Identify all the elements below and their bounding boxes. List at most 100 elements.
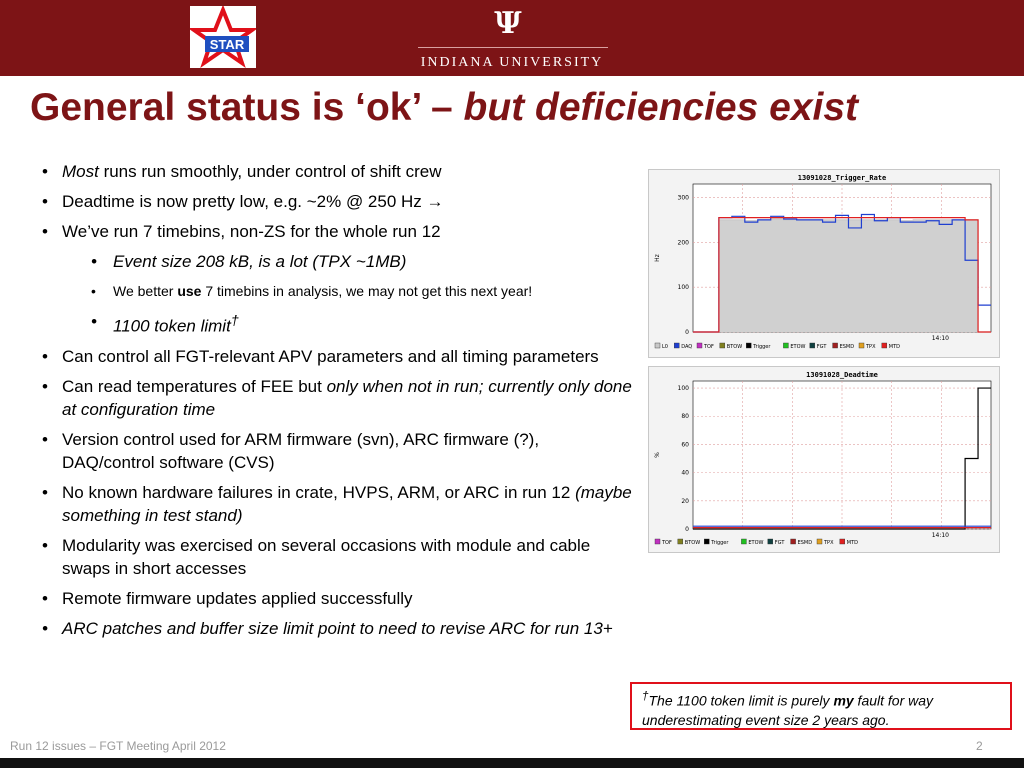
y-tick-label: 80 xyxy=(681,413,689,420)
legend-swatch-btow xyxy=(677,538,683,545)
y-tick-label: 100 xyxy=(678,284,690,291)
bullet-item: Can read temperatures of FEE but only wh… xyxy=(42,375,632,421)
y-tick-label: 100 xyxy=(678,385,690,392)
y-axis-label: Hz xyxy=(654,254,661,262)
legend-swatch-btow xyxy=(719,342,726,349)
slide-title: General status is ‘ok’ – but deficiencie… xyxy=(30,86,1010,130)
university-name: INDIANA UNIVERSITY xyxy=(420,55,604,70)
legend-label-etow: ETOW xyxy=(790,344,805,350)
bullet-2-text: Deadtime is now pretty low, e.g. ~2% @ 2… xyxy=(62,192,444,211)
y-tick-label: 300 xyxy=(678,194,690,201)
bullet-item: Version control used for ARM firmware (s… xyxy=(42,428,632,474)
legend-swatch-fgt xyxy=(767,538,774,545)
title-plain: General status is ‘ok’ – xyxy=(30,86,464,129)
footnote-bold: my xyxy=(833,692,854,709)
bullet-5-plain: Can read temperatures of FEE but xyxy=(62,376,327,396)
bullet-8-text: Modularity was exercised on several occa… xyxy=(62,535,591,578)
legend-swatch-fgt xyxy=(809,342,816,349)
sub-bullet-item: Event size 208 kB, is a lot (TPX ~1MB) xyxy=(42,250,632,273)
bullet-item: We’ve run 7 timebins, non-ZS for the who… xyxy=(42,220,632,243)
bullet-1-text: runs run smoothly, under control of shif… xyxy=(98,162,442,181)
legend-label-tpx: TPX xyxy=(865,344,876,350)
bullet-3c-text: 1100 token limit xyxy=(113,316,231,336)
bullet-7-italic: (maybe something in test stand) xyxy=(62,482,632,525)
legend-swatch-esmd xyxy=(832,342,838,349)
legend-swatch-tpx xyxy=(816,538,823,545)
dagger-mark: † xyxy=(230,313,239,329)
deadtime-chart: 13091028_Deadtime 0 20 40 60 80 100 14:10% TOF BT… xyxy=(648,366,1000,553)
page-number: 2 xyxy=(976,739,983,753)
bullet-6-text: Version control used for ARM firmware (s… xyxy=(62,429,540,472)
x-tick-label: 14:10 xyxy=(932,532,949,539)
legend-swatch-trigger xyxy=(745,342,752,349)
bullet-3b-bold: use xyxy=(177,283,202,299)
footer-text: Run 12 issues – FGT Meeting April 2012 xyxy=(10,739,226,753)
bullet-3a-text: Event size 208 kB, is a lot (TPX ~1MB) xyxy=(113,252,407,271)
legend-label-tpx: TPX xyxy=(823,540,834,546)
bullet-9-text: Remote firmware updates applied successf… xyxy=(62,588,413,608)
bullet-item: Deadtime is now pretty low, e.g. ~2% @ 2… xyxy=(42,190,632,213)
y-axis-label: % xyxy=(654,452,661,458)
series-area-l0 xyxy=(693,218,991,332)
legend-label-trigger: Trigger xyxy=(752,344,771,350)
legend-label-tof: TOF xyxy=(661,540,672,546)
bullet-item: Most runs run smoothly, under control of… xyxy=(42,160,632,183)
y-tick-label: 20 xyxy=(681,498,689,505)
bullet-7-plain: No known hardware failures in crate, HVP… xyxy=(62,482,576,502)
legend-label-mtd: MTD xyxy=(889,344,900,350)
legend-label-esmd: ESMD xyxy=(798,540,813,546)
bullet-5-italic: only when not in run; currently only don… xyxy=(62,376,632,419)
bullet-3b-pre: We better xyxy=(113,283,178,299)
footnote-dagger: † xyxy=(642,690,649,703)
iu-trident-icon: Ψ xyxy=(494,6,522,41)
bullet-item: No known hardware failures in crate, HVP… xyxy=(42,481,632,527)
series-line-mtd xyxy=(693,217,991,333)
legend-swatch-tof xyxy=(654,538,661,545)
legend-label-daq: DAQ xyxy=(681,344,692,350)
legend-swatch-mtd xyxy=(839,538,846,545)
legend-label-esmd: ESMD xyxy=(840,344,855,350)
header-bar: STAR Ψ INDIANA UNIVERSITY xyxy=(0,0,1024,76)
star-logo-icon: STAR xyxy=(187,4,259,69)
bullet-3b-post: 7 timebins in analysis, we may not get t… xyxy=(201,283,533,299)
trigger-rate-chart-svg: 13091028_Trigger_Rate 0 100 200 300 14:10 Hz L0… xyxy=(654,174,992,350)
footnote-box: †The 1100 token limit is purely my fault… xyxy=(630,682,1012,730)
star-logo: STAR xyxy=(187,4,259,69)
legend-label-btow: BTOW xyxy=(685,540,700,546)
legend-label-btow: BTOW xyxy=(727,344,742,350)
legend-swatch-daq xyxy=(674,342,680,349)
bullet-item: Can control all FGT-relevant APV paramet… xyxy=(42,345,632,368)
legend-label-mtd: MTD xyxy=(847,540,858,546)
y-tick-label: 0 xyxy=(685,329,689,336)
bullet-item: Remote firmware updates applied successf… xyxy=(42,587,632,610)
trigger-rate-chart: 13091028_Trigger_Rate 0 100 200 300 14:10 Hz L0… xyxy=(648,169,1000,358)
star-logo-text: STAR xyxy=(210,37,245,52)
bullet-4-text: Can control all FGT-relevant APV paramet… xyxy=(62,346,599,366)
y-tick-label: 200 xyxy=(678,239,690,246)
series-line-daq xyxy=(693,213,991,333)
legend-label-tof: TOF xyxy=(703,344,714,350)
legend-swatch-tpx xyxy=(858,342,865,349)
legend-swatch-tof xyxy=(696,342,703,349)
legend-swatch-esmd xyxy=(790,538,796,545)
deadtime-chart-svg: 13091028_Deadtime 0 20 40 60 80 100 14:10% TOF BT… xyxy=(654,371,992,546)
y-tick-label: 40 xyxy=(681,470,689,477)
legend-label-fgt: FGT xyxy=(817,344,828,350)
y-tick-label: 60 xyxy=(681,441,689,448)
bottom-bar xyxy=(0,758,1024,768)
iu-rule xyxy=(418,47,608,48)
legend-label-fgt: FGT xyxy=(775,540,786,546)
series-line-trigger xyxy=(693,387,991,530)
bullet-3-text: We’ve run 7 timebins, non-ZS for the who… xyxy=(62,222,441,241)
footnote-text-post: fault for way underestimating event size… xyxy=(642,692,934,728)
title-italic: but deficiencies exist xyxy=(463,86,859,129)
chart-title: 13091028_Deadtime xyxy=(806,371,878,379)
chart-title: 13091028_Trigger_Rate xyxy=(798,174,887,182)
sub-bullet-item: We better use 7 timebins in analysis, we… xyxy=(42,280,632,303)
legend-swatch-etow xyxy=(741,538,747,545)
sub-bullet-item: 1100 token limit† xyxy=(42,310,632,338)
bullet-10-text: ARC patches and buffer size limit point … xyxy=(62,618,613,638)
legend-swatch-trigger xyxy=(704,538,710,545)
bullet-list: Most runs run smoothly, under control of… xyxy=(42,160,632,647)
x-tick-label: 14:10 xyxy=(932,335,949,342)
